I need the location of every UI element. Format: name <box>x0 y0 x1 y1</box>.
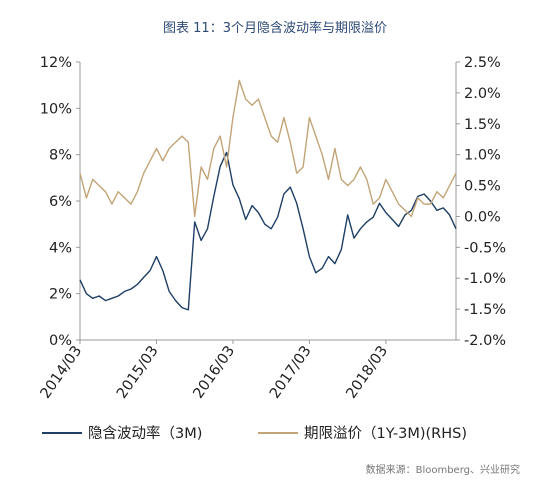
legend-label-premium: 期限溢价（1Y-3M)(RHS) <box>304 425 467 442</box>
left-axis-ticks: 0% 2% 4% 6% 8% 10% 12% <box>40 55 80 349</box>
left-tick-label: 8% <box>49 148 72 164</box>
left-tick-label: 4% <box>49 240 72 256</box>
series-line-implied-vol <box>79 151 457 311</box>
right-tick-label: -1.0% <box>464 271 506 287</box>
left-tick-label: 2% <box>49 287 72 303</box>
right-tick-label: -0.5% <box>464 240 506 256</box>
x-axis-ticks: 2014/03 2015/03 2016/03 2017/03 2018/03 <box>38 340 392 402</box>
right-tick-label: 0.0% <box>464 209 501 225</box>
series-lines <box>79 79 457 311</box>
left-tick-label: 10% <box>40 101 72 117</box>
right-tick-label: 1.5% <box>464 117 501 133</box>
x-tick-label: 2018/03 <box>344 343 392 402</box>
right-tick-label: -1.5% <box>464 302 506 318</box>
x-tick-label: 2015/03 <box>114 343 162 402</box>
plot-area: 0% 2% 4% 6% 8% 10% 12% -2.0% -1.5% -1.0% -0.5% 0.0… <box>38 55 506 402</box>
left-tick-label: 0% <box>49 333 72 349</box>
right-tick-label: 2.0% <box>464 86 501 102</box>
right-tick-label: 0.5% <box>464 179 501 195</box>
right-axis-ticks: -2.0% -1.5% -1.0% -0.5% 0.0% 0.5% 1.0% 1.5% 2.0%… <box>456 55 506 349</box>
legend-label-vol: 隐含波动率（3M) <box>88 425 202 442</box>
right-tick-label: -2.0% <box>464 333 506 349</box>
x-tick-label: 2014/03 <box>38 343 86 402</box>
right-tick-label: 1.0% <box>464 148 501 164</box>
legend: 隐含波动率（3M) 期限溢价（1Y-3M)(RHS) <box>42 425 467 442</box>
x-tick-label: 2017/03 <box>267 343 315 402</box>
series-line-term-premium <box>79 79 457 218</box>
x-tick-label: 2016/03 <box>191 343 239 402</box>
right-tick-label: 2.5% <box>464 55 501 71</box>
left-tick-label: 6% <box>49 194 72 210</box>
chart-title: 图表 11：3个月隐含波动率与期限溢价 <box>163 20 387 36</box>
source-note: 数据来源：Bloomberg、兴业研究 <box>366 463 520 476</box>
left-tick-label: 12% <box>40 55 72 71</box>
